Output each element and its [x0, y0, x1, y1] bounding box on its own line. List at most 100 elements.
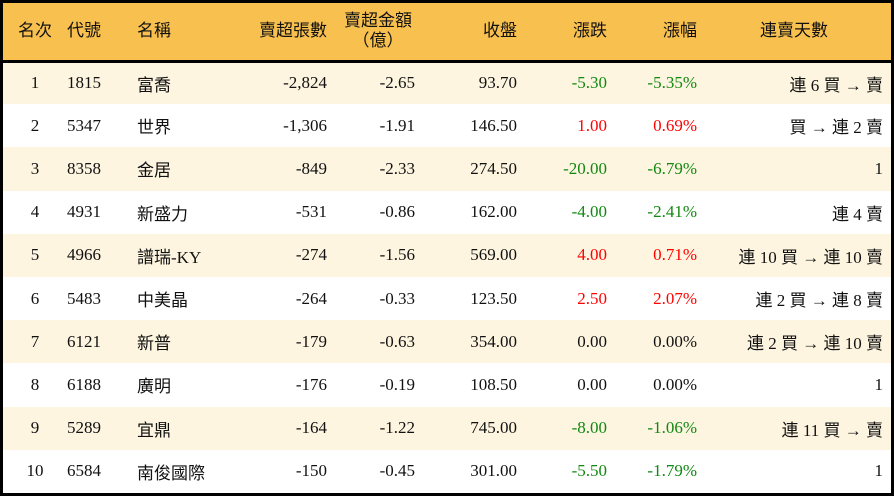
cell-amount: -1.56: [379, 245, 415, 265]
cell-close: 162.00: [470, 202, 517, 222]
table-row: 2 5347 世界 -1,306 -1.91 146.50 1.00 0.69% 買 → 連 2…: [3, 104, 891, 147]
cell-rank: 8: [30, 374, 40, 394]
cell-rank: 4: [30, 202, 40, 222]
header-row: 名次 代號 名稱 賣超張數 賣超金額 （億） 收盤 漲跌 漲幅 連賣天數: [3, 3, 891, 61]
cell-pct: -1.06%: [647, 418, 697, 438]
header-amount-line2: （億）: [352, 31, 404, 51]
cell-name: 宜鼎: [137, 420, 171, 440]
cell-rank: 3: [30, 158, 40, 178]
cell-days: 1: [874, 158, 884, 178]
cell-shares: -849: [295, 158, 327, 178]
cell-close: 123.50: [470, 288, 517, 308]
table-row: 3 8358 金居 -849 -2.33 274.50 -20.00 -6.79% 1: [3, 147, 891, 191]
cell-pct: 2.07%: [653, 288, 697, 308]
cell-shares: -264: [295, 288, 327, 308]
cell-rank: 5: [30, 245, 40, 265]
cell-close: 146.50: [470, 115, 517, 135]
header-shares: 賣超張數: [259, 21, 327, 41]
cell-rank: 7: [30, 331, 40, 351]
cell-name: 新盛力: [137, 204, 188, 224]
cell-amount: -2.33: [379, 158, 415, 178]
cell-days: 連 2 買 → 連 8 賣: [755, 291, 884, 311]
cell-name: 富喬: [137, 75, 171, 95]
cell-amount: -0.33: [379, 288, 415, 308]
cell-days: 1: [874, 374, 884, 394]
cell-change: 4.00: [577, 245, 607, 265]
cell-name: 世界: [137, 118, 171, 138]
cell-amount: -0.45: [379, 461, 415, 481]
cell-close: 301.00: [470, 461, 517, 481]
header-pct: 漲幅: [663, 21, 697, 41]
header-change: 漲跌: [573, 21, 607, 41]
cell-pct: 0.69%: [653, 115, 697, 135]
cell-days: 連 4 賣: [832, 204, 883, 224]
cell-name: 中美晶: [137, 291, 188, 311]
cell-amount: -1.91: [379, 115, 415, 135]
cell-name: 新普: [137, 334, 171, 354]
cell-code: 5347: [67, 115, 101, 135]
cell-close: 569.00: [470, 245, 517, 265]
cell-rank: 10: [26, 461, 44, 481]
header-code: 代號: [67, 21, 101, 41]
cell-change: -8.00: [571, 418, 607, 438]
cell-name: 金居: [137, 161, 171, 181]
cell-pct: 0.71%: [653, 245, 697, 265]
cell-days: 連 11 買 → 賣: [781, 420, 883, 440]
cell-shares: -2,824: [283, 73, 327, 93]
cell-code: 8358: [67, 158, 101, 178]
cell-rank: 9: [30, 418, 40, 438]
cell-change: 0.00: [577, 331, 607, 351]
cell-days: 1: [874, 461, 884, 481]
cell-pct: -2.41%: [647, 202, 697, 222]
cell-change: -4.00: [571, 202, 607, 222]
table-row: 9 5289 宜鼎 -164 -1.22 745.00 -8.00 -1.06% 連 11 買 …: [3, 406, 891, 450]
cell-amount: -0.86: [379, 202, 415, 222]
header-days: 連賣天數: [760, 21, 828, 41]
cell-shares: -531: [295, 202, 327, 222]
cell-close: 745.00: [470, 418, 517, 438]
cell-shares: -164: [295, 418, 327, 438]
cell-code: 4966: [67, 245, 101, 265]
cell-days: 連 2 買 → 連 10 賣: [747, 334, 883, 354]
cell-amount: -1.22: [379, 418, 415, 438]
cell-shares: -274: [295, 245, 327, 265]
cell-code: 4931: [67, 202, 101, 222]
cell-name: 廣明: [137, 377, 171, 397]
table-row: 10 6584 南俊國際 -150 -0.45 301.00 -5.50 -1.79% 1: [3, 450, 891, 493]
cell-days: 連 6 買 → 賣: [789, 75, 884, 95]
cell-close: 108.50: [470, 374, 517, 394]
cell-change: 0.00: [577, 374, 607, 394]
cell-amount: -2.65: [379, 73, 415, 93]
cell-close: 354.00: [470, 331, 517, 351]
header-amount: 賣超金額 （億）: [327, 3, 415, 61]
cell-close: 93.70: [478, 73, 517, 93]
cell-rank: 6: [30, 288, 40, 308]
header-name: 名稱: [137, 21, 171, 41]
cell-name: 南俊國際: [137, 463, 205, 483]
cell-shares: -1,306: [283, 115, 327, 135]
cell-days: 連 10 買 → 連 10 賣: [738, 247, 884, 267]
cell-pct: -1.79%: [647, 461, 697, 481]
cell-pct: 0.00%: [653, 374, 697, 394]
cell-name: 譜瑞-KY: [137, 247, 202, 267]
header-close: 收盤: [483, 21, 517, 41]
cell-code: 6584: [67, 461, 101, 481]
header-rank: 名次: [18, 21, 52, 41]
cell-change: -5.50: [571, 461, 607, 481]
cell-pct: 0.00%: [653, 331, 697, 351]
cell-shares: -179: [295, 331, 327, 351]
cell-shares: -150: [295, 461, 327, 481]
cell-pct: -5.35%: [647, 73, 697, 93]
cell-code: 5483: [67, 288, 101, 308]
cell-code: 6188: [67, 374, 101, 394]
cell-change: 1.00: [577, 115, 607, 135]
cell-change: -20.00: [563, 158, 607, 178]
table-row: 7 6121 新普 -179 -0.63 354.00 0.00 0.00% 連 2 買 → 連…: [3, 320, 891, 364]
cell-pct: -6.79%: [647, 158, 697, 178]
cell-rank: 1: [30, 73, 40, 93]
table-row: 8 6188 廣明 -176 -0.19 108.50 0.00 0.00% 1: [3, 363, 891, 406]
cell-change: -5.30: [571, 73, 607, 93]
cell-code: 6121: [67, 331, 101, 351]
cell-amount: -0.63: [379, 331, 415, 351]
